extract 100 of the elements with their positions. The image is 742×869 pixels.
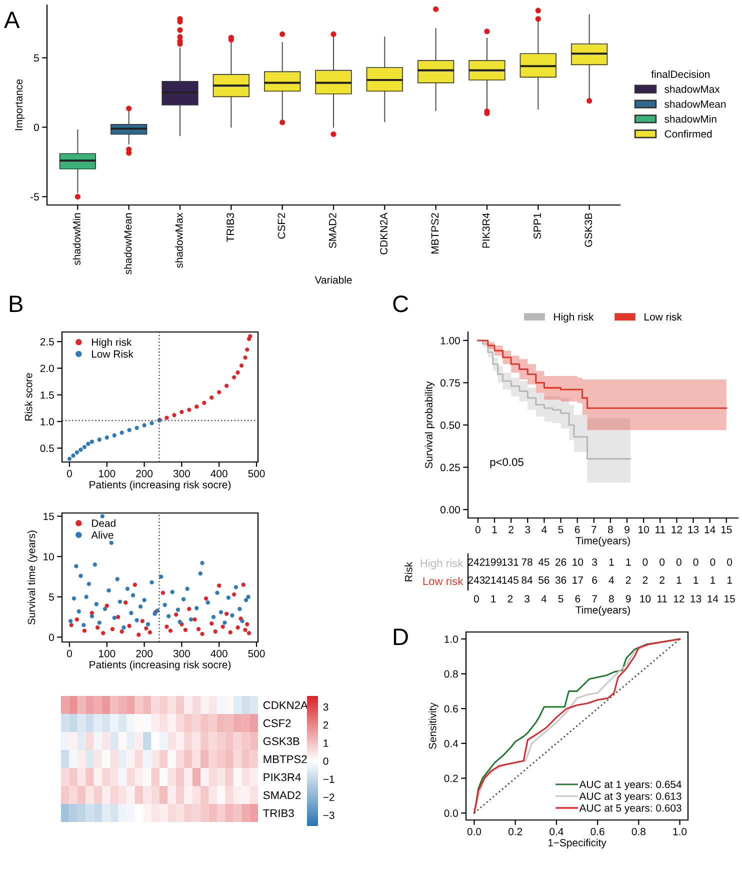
data-label: 131 bbox=[502, 558, 518, 566]
x-tick-label: 6 bbox=[575, 595, 580, 603]
x-tick-label: 2 bbox=[508, 526, 514, 534]
point bbox=[206, 600, 210, 605]
annotation: p<0.05 bbox=[490, 458, 524, 468]
point bbox=[162, 602, 167, 607]
point bbox=[95, 625, 100, 630]
point bbox=[238, 606, 242, 612]
y-tick-label: High risk bbox=[420, 558, 464, 570]
point bbox=[146, 622, 150, 626]
point bbox=[164, 624, 169, 629]
point bbox=[159, 574, 164, 579]
point bbox=[200, 632, 204, 636]
y-tick-label: TRIB3 bbox=[263, 809, 294, 818]
x-axis-title: 1−Specificity bbox=[548, 838, 606, 848]
legend-label: AUC at 1 years: 0.654 bbox=[579, 780, 682, 790]
y-tick-label: 2.0 bbox=[40, 364, 54, 372]
point bbox=[217, 390, 222, 394]
data-label: 0 bbox=[676, 558, 682, 566]
point bbox=[102, 606, 108, 612]
point bbox=[170, 590, 174, 594]
x-tick-label: TRIB3 bbox=[226, 213, 234, 242]
point bbox=[74, 564, 78, 568]
data-label: 0 bbox=[693, 558, 698, 566]
y-tick-label: 10 bbox=[44, 553, 54, 560]
data-label: 199 bbox=[485, 558, 502, 566]
point bbox=[211, 614, 216, 620]
point bbox=[224, 384, 229, 388]
y-tick-label: GSK3B bbox=[263, 737, 300, 746]
point bbox=[109, 540, 114, 545]
point bbox=[196, 627, 201, 632]
x-tick-label: 14 bbox=[708, 595, 718, 602]
x-tick-label: 5 bbox=[558, 595, 564, 603]
point bbox=[194, 606, 199, 610]
point bbox=[234, 585, 238, 590]
x-tick-label: 8 bbox=[608, 595, 614, 603]
point bbox=[142, 598, 146, 602]
point bbox=[174, 612, 178, 617]
point bbox=[127, 428, 132, 432]
x-axis-title: Time(years) bbox=[576, 536, 630, 546]
x-tick-label: 0.4 bbox=[550, 828, 564, 836]
point bbox=[198, 571, 202, 576]
text: B bbox=[10, 296, 22, 312]
x-tick-label: 6 bbox=[574, 526, 580, 534]
x-tick-label: 3 bbox=[525, 526, 530, 534]
point bbox=[90, 614, 94, 618]
data-label: 6 bbox=[592, 576, 597, 584]
point bbox=[218, 610, 224, 614]
point bbox=[176, 608, 180, 612]
point bbox=[132, 582, 138, 587]
color-bar-label: 3 bbox=[323, 703, 328, 711]
x-tick-label: 8 bbox=[608, 526, 613, 534]
color-bar-label: 0 bbox=[323, 758, 328, 765]
data-label: 0 bbox=[710, 558, 716, 566]
x-tick-label: 12 bbox=[672, 526, 682, 534]
legend-label: High risk bbox=[554, 312, 594, 323]
point bbox=[71, 454, 76, 458]
point bbox=[127, 624, 132, 628]
point bbox=[213, 629, 218, 634]
x-tick-label: 15 bbox=[721, 526, 732, 534]
x-tick-label: 400 bbox=[210, 650, 228, 658]
x-tick-label: 0.8 bbox=[632, 828, 646, 836]
point bbox=[160, 590, 166, 595]
y-axis-title: Risk bbox=[404, 562, 412, 582]
point bbox=[181, 597, 186, 602]
point bbox=[120, 629, 124, 634]
point bbox=[228, 630, 232, 634]
legend-label: AUC at 5 years: 0.603 bbox=[579, 804, 682, 814]
color-bar-label: 2 bbox=[323, 721, 328, 729]
data-label: 214 bbox=[485, 576, 502, 584]
y-tick-label: 0.75 bbox=[440, 379, 460, 387]
point bbox=[168, 628, 173, 633]
point bbox=[241, 582, 246, 587]
point bbox=[90, 440, 94, 444]
point bbox=[232, 375, 236, 380]
point bbox=[226, 596, 231, 600]
point bbox=[217, 583, 222, 588]
point bbox=[187, 408, 192, 412]
point bbox=[100, 514, 104, 518]
legend-label: Confirmed bbox=[664, 130, 712, 138]
y-tick-label: 0 bbox=[48, 634, 54, 642]
x-tick-label: 200 bbox=[136, 470, 153, 478]
legend-label: shadowMean bbox=[664, 100, 726, 108]
legend-label: AUC at 3 years: 0.613 bbox=[579, 792, 682, 802]
point bbox=[69, 622, 74, 628]
point bbox=[210, 621, 214, 626]
x-tick-label: 11 bbox=[657, 595, 667, 602]
point bbox=[101, 631, 106, 636]
data-label: 0 bbox=[660, 558, 665, 566]
point bbox=[144, 626, 148, 630]
point bbox=[118, 600, 122, 604]
point bbox=[115, 577, 120, 582]
point bbox=[136, 632, 141, 637]
x-tick-label: 3 bbox=[524, 595, 530, 603]
y-tick-label: 0.25 bbox=[440, 464, 460, 472]
point bbox=[112, 616, 116, 620]
data-label: 45 bbox=[538, 558, 550, 566]
x-tick-label: shadowMax bbox=[175, 212, 183, 268]
legend-label: High risk bbox=[92, 338, 132, 348]
x-tick-label: 1 bbox=[491, 595, 496, 602]
